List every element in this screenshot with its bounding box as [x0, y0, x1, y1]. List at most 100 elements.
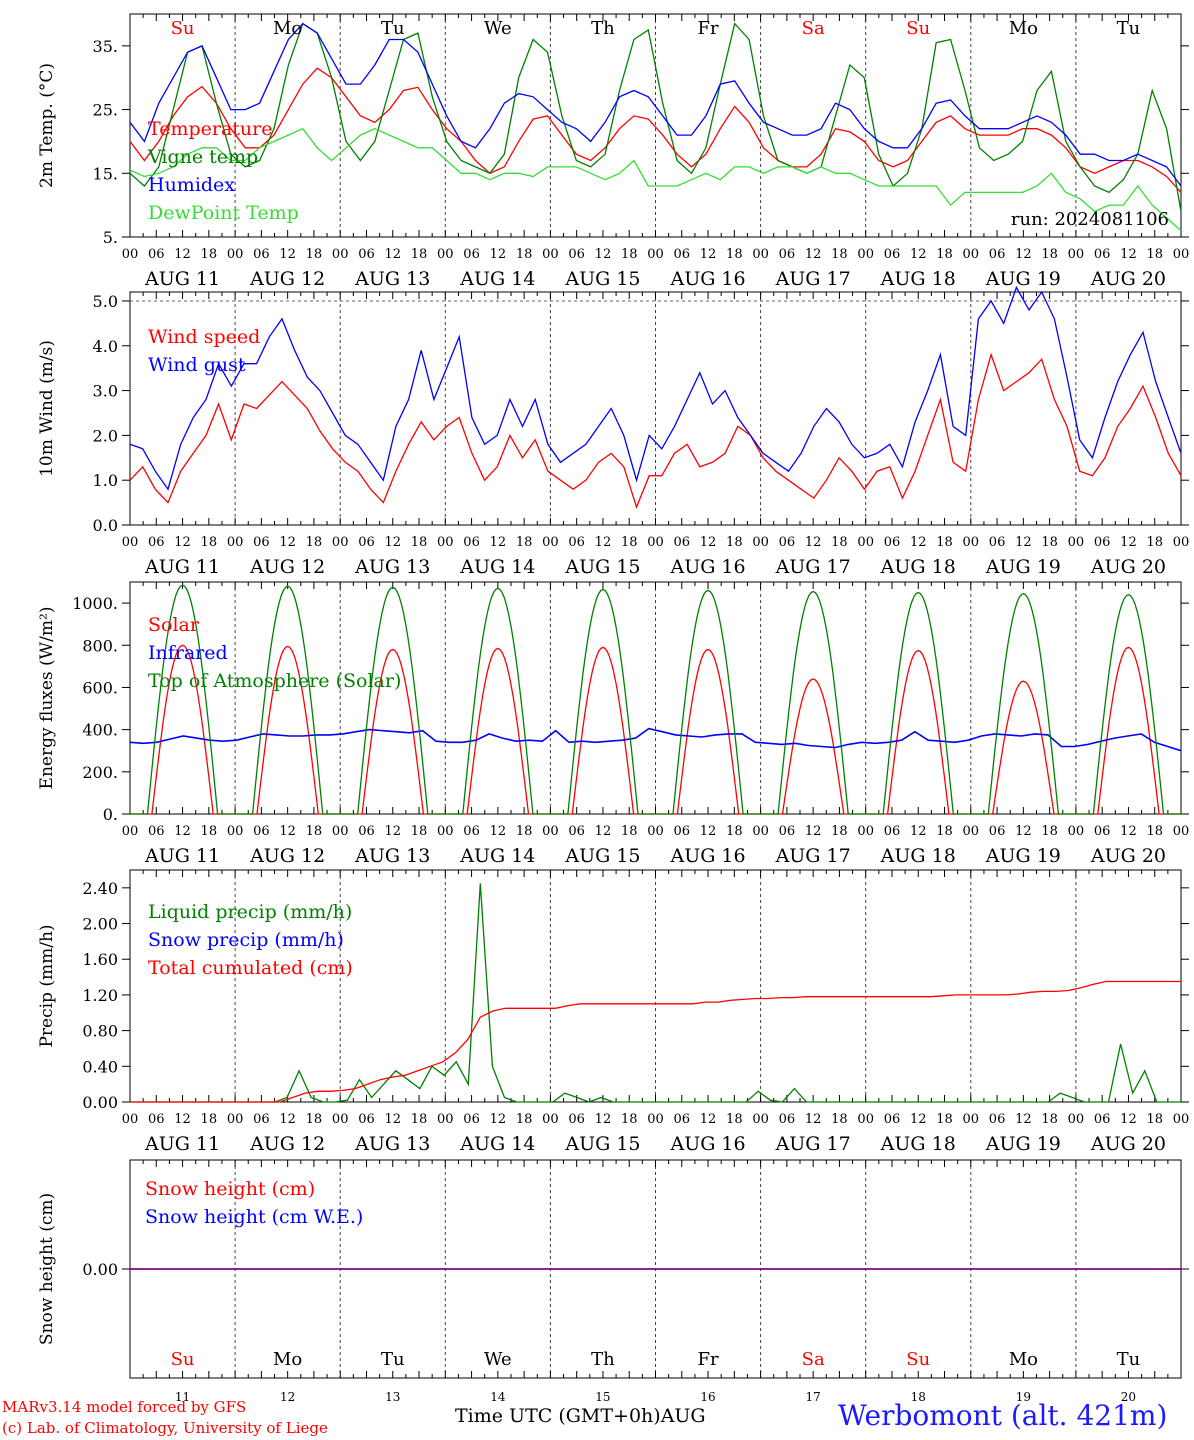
day-of-week-label: Su	[906, 18, 930, 39]
hour-tick-label: 00	[332, 1112, 349, 1127]
hour-tick-label: 18	[306, 247, 323, 262]
hour-tick-label: 06	[148, 535, 165, 550]
hour-tick-label: 18	[831, 247, 848, 262]
date-label: AUG 16	[669, 268, 745, 290]
day-number-label: 14	[490, 1390, 506, 1404]
day-number-label: 13	[385, 1390, 400, 1404]
hour-tick-label: 18	[516, 1112, 533, 1127]
hour-tick-label: 12	[384, 247, 401, 262]
hour-tick-label: 06	[674, 824, 691, 839]
hour-tick-label: 06	[358, 1112, 375, 1127]
hour-tick-label: 06	[568, 824, 585, 839]
date-label: AUG 20	[1090, 556, 1166, 578]
panel-5	[122, 1159, 1189, 1379]
hour-tick-label: 12	[174, 535, 191, 550]
y-axis-label: Precip (mm/h)	[37, 924, 57, 1047]
hour-tick-label: 00	[752, 535, 769, 550]
legend-entry: Top of Atmosphere (Solar)	[148, 670, 401, 692]
legend-entry: Total cumulated (cm)	[148, 957, 353, 979]
day-of-week-label: Mo	[1009, 1349, 1038, 1370]
panel-4	[122, 869, 1189, 1103]
day-number-label: 17	[806, 1390, 821, 1404]
hour-tick-label: 00	[227, 1112, 244, 1127]
hour-tick-label: 12	[805, 535, 822, 550]
hour-tick-label: 00	[332, 535, 349, 550]
hour-tick-label: 00	[963, 824, 980, 839]
hour-tick-label: 18	[516, 247, 533, 262]
day-of-week-label: Tu	[1117, 1349, 1141, 1370]
hour-tick-label: 00	[437, 824, 454, 839]
y-tick-label: 35.	[93, 37, 118, 56]
hour-tick-label: 06	[884, 535, 901, 550]
date-label: AUG 14	[459, 556, 535, 578]
hour-tick-label: 18	[201, 535, 218, 550]
series-line	[129, 67, 1182, 193]
run-annotation: run: 2024081106	[1011, 209, 1169, 230]
date-label: AUG 14	[459, 1133, 535, 1155]
y-tick-label: 2.00	[82, 915, 118, 934]
hour-tick-label: 12	[805, 1112, 822, 1127]
hour-tick-label: 12	[279, 1112, 296, 1127]
panel-3	[122, 581, 1189, 815]
date-label: AUG 20	[1090, 1133, 1166, 1155]
y-tick-label: 1.0	[93, 471, 118, 490]
legend-entry: Humidex	[148, 174, 235, 196]
hour-tick-label: 06	[779, 1112, 796, 1127]
date-label: AUG 17	[775, 1133, 851, 1155]
hour-tick-label: 06	[568, 247, 585, 262]
day-of-week-label: Th	[591, 1349, 615, 1370]
y-tick-label: 0.40	[82, 1057, 118, 1076]
hour-tick-label: 00	[857, 247, 874, 262]
lab-credit: (c) Lab. of Climatology, University of L…	[2, 1419, 328, 1437]
hour-tick-label: 00	[857, 1112, 874, 1127]
hour-tick-label: 12	[595, 247, 612, 262]
hour-tick-label: 00	[752, 1112, 769, 1127]
hour-tick-label: 00	[1173, 824, 1190, 839]
hour-tick-label: 00	[122, 824, 139, 839]
hour-tick-label: 06	[358, 824, 375, 839]
hour-tick-label: 06	[463, 824, 480, 839]
series-line	[129, 127, 1182, 232]
hour-tick-label: 12	[490, 247, 507, 262]
hour-tick-label: 12	[1120, 824, 1137, 839]
hour-tick-label: 18	[1041, 1112, 1058, 1127]
date-label: AUG 11	[144, 1133, 220, 1155]
hour-tick-label: 06	[884, 824, 901, 839]
hour-tick-label: 12	[1120, 247, 1137, 262]
y-tick-label: 800.	[82, 636, 118, 655]
hour-tick-label: 12	[700, 824, 717, 839]
hour-tick-label: 12	[174, 247, 191, 262]
hour-tick-label: 06	[253, 1112, 270, 1127]
day-of-week-label: Su	[906, 1349, 930, 1370]
hour-tick-label: 18	[306, 535, 323, 550]
date-label: AUG 12	[249, 1133, 325, 1155]
series-line	[130, 584, 1181, 815]
day-of-week-label: Tu	[1117, 18, 1141, 39]
date-label: AUG 14	[459, 268, 535, 290]
hour-tick-label: 06	[989, 535, 1006, 550]
y-tick-label: 0.00	[82, 1260, 118, 1279]
hour-tick-label: 18	[201, 824, 218, 839]
hour-tick-label: 06	[674, 535, 691, 550]
hour-tick-label: 12	[384, 1112, 401, 1127]
hour-tick-label: 12	[1015, 824, 1032, 839]
hour-tick-label: 18	[306, 824, 323, 839]
date-label: AUG 13	[354, 845, 430, 867]
hour-tick-label: 06	[779, 535, 796, 550]
series-line	[129, 285, 1182, 491]
hour-tick-label: 00	[1068, 535, 1085, 550]
hour-tick-label: 12	[595, 535, 612, 550]
hour-tick-label: 00	[542, 247, 559, 262]
hour-tick-label: 00	[542, 535, 559, 550]
hour-tick-label: 12	[1120, 535, 1137, 550]
date-label: AUG 15	[564, 845, 640, 867]
y-axis-label: 10m Wind (m/s)	[37, 340, 57, 477]
hour-tick-label: 00	[647, 1112, 664, 1127]
date-label: AUG 18	[880, 845, 956, 867]
hour-tick-label: 12	[279, 247, 296, 262]
legend-entry: Solar	[148, 614, 200, 636]
hour-tick-label: 00	[1068, 824, 1085, 839]
hour-tick-label: 06	[989, 824, 1006, 839]
hour-tick-label: 18	[831, 1112, 848, 1127]
hour-tick-label: 00	[647, 824, 664, 839]
